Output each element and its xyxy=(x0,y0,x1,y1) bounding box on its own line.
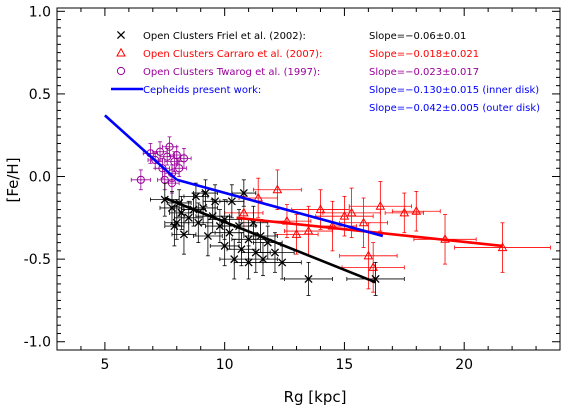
marker-x xyxy=(270,248,280,257)
y-tick-label: 0.5 xyxy=(29,87,51,103)
data-point xyxy=(193,215,223,257)
data-point xyxy=(231,179,257,207)
legend-marker-triangle xyxy=(116,47,126,57)
series-x xyxy=(150,179,405,296)
marker-triangle xyxy=(358,217,369,227)
series-triangle xyxy=(224,169,551,293)
marker-x xyxy=(237,245,246,254)
marker-triangle xyxy=(363,250,374,260)
marker-circle xyxy=(165,142,174,151)
data-point xyxy=(253,169,302,210)
marker-x xyxy=(230,255,239,264)
marker-circle xyxy=(151,155,160,165)
data-point xyxy=(454,222,551,273)
marker-triangle xyxy=(339,210,350,220)
marker-x xyxy=(225,228,234,237)
legend-slope: Slope=−0.042±0.005 (outer disk) xyxy=(369,103,540,114)
legend-entry: Slope=−0.042±0.005 (outer disk) xyxy=(369,103,540,114)
legend-entry: Cepheids present work: Slope=−0.130±0.015… xyxy=(111,85,539,96)
legend-entry: Open Clusters Carraro et al. (2007): Slop… xyxy=(116,47,479,60)
marker-circle xyxy=(136,175,145,184)
legend-label: Open Clusters Twarog et al. (1997): xyxy=(143,67,320,78)
x-axis-label: Rg [kpc] xyxy=(284,388,347,406)
marker-x xyxy=(227,197,236,206)
data-point xyxy=(255,232,295,273)
marker-x xyxy=(172,218,181,227)
marker-triangle xyxy=(411,205,422,215)
y-tick-label: -0.5 xyxy=(24,252,51,268)
fit-line-3 xyxy=(176,178,384,238)
marker-circle xyxy=(167,179,177,188)
marker-x xyxy=(244,235,253,244)
legend-slope: Slope=−0.023±0.017 xyxy=(369,67,479,78)
x-tick-label: 10 xyxy=(216,357,234,373)
data-point xyxy=(159,190,185,225)
marker-x xyxy=(194,218,203,227)
y-axis-label: [Fe/H] xyxy=(4,157,22,202)
marker-x xyxy=(278,258,287,267)
marker-triangle xyxy=(375,201,386,210)
marker-x xyxy=(184,213,193,222)
legend-label: Open Clusters Carraro et al. (2007): xyxy=(143,49,322,60)
marker-x xyxy=(239,188,248,198)
plot-content xyxy=(104,114,551,296)
x-tick-label: 15 xyxy=(336,357,354,373)
x-tick-label: 20 xyxy=(455,357,473,373)
axis-ticks xyxy=(56,8,561,351)
marker-x xyxy=(244,258,253,267)
data-point xyxy=(231,219,266,260)
legend-label: Open Clusters Friel et al. (2002): xyxy=(143,31,306,42)
data-point xyxy=(339,222,398,290)
data-point xyxy=(384,192,424,234)
legend-marker-circle xyxy=(116,66,126,76)
legend-slope: Slope=−0.018±0.021 xyxy=(369,49,479,60)
marker-circle xyxy=(179,154,189,163)
legend: Open Clusters Friel et al. (2002): Slope=… xyxy=(111,30,540,114)
data-point xyxy=(150,182,180,217)
legend-slope: Slope=−0.06±0.01 xyxy=(369,31,466,42)
y-tick-label: -1.0 xyxy=(24,335,51,351)
data-point xyxy=(248,242,278,277)
marker-triangle xyxy=(346,207,357,217)
data-point xyxy=(159,148,175,166)
data-point xyxy=(322,187,381,239)
marker-x xyxy=(304,274,313,284)
marker-x xyxy=(258,255,268,264)
marker-x xyxy=(215,222,224,231)
fit-line-2 xyxy=(104,114,178,181)
marker-x xyxy=(179,230,189,239)
data-point xyxy=(193,179,218,207)
marker-triangle xyxy=(315,204,326,214)
marker-triangle xyxy=(291,229,302,238)
marker-triangle xyxy=(399,207,410,217)
x-tick-label: 5 xyxy=(100,357,109,373)
legend-label: Cepheids present work: xyxy=(143,85,261,96)
legend-slope: Slope=−0.130±0.015 (inner disk) xyxy=(369,85,539,96)
data-point xyxy=(130,169,151,191)
marker-triangle xyxy=(238,207,249,217)
marker-x xyxy=(211,197,220,206)
data-point xyxy=(176,148,192,169)
data-point xyxy=(291,189,350,230)
marker-triangle xyxy=(272,184,283,194)
marker-triangle xyxy=(303,225,314,235)
marker-circle xyxy=(158,164,167,173)
marker-x xyxy=(201,188,210,198)
marker-x xyxy=(203,231,212,241)
legend-entry: Open Clusters Friel et al. (2002): Slope=… xyxy=(116,30,466,42)
fit-line-0 xyxy=(164,196,377,284)
y-tick-label: 0.0 xyxy=(29,170,51,186)
legend-entry: Open Clusters Twarog et al. (1997): Slope… xyxy=(116,66,479,78)
data-point xyxy=(391,190,441,232)
legend-marker-x xyxy=(116,30,126,40)
tick-labels: 5 10 15 20 1.0 0.5 0.0 -0.5 -1.0 xyxy=(24,4,473,373)
y-tick-label: 1.0 xyxy=(29,4,51,20)
data-point xyxy=(226,232,257,267)
data-point xyxy=(284,262,333,296)
plot-frame xyxy=(56,7,561,351)
data-point xyxy=(348,181,412,232)
